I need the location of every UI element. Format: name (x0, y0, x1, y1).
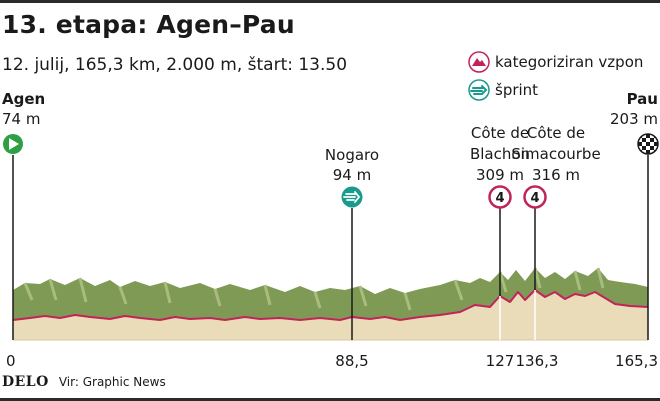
km-climb-1: 127 (485, 352, 515, 370)
page-title: 13. etapa: Agen–Pau (2, 10, 295, 39)
climb-2-category: 4 (530, 191, 539, 206)
sprint-elevation: 94 m (332, 166, 372, 184)
climb-2-elevation: 316 m (531, 166, 580, 184)
finish-name: Pau (626, 90, 658, 108)
start-name: Agen (2, 90, 46, 108)
climb-2-name-line2: Simacourbe (511, 145, 601, 163)
km-start: 0 (6, 352, 16, 370)
climb-1-category: 4 (495, 191, 504, 206)
climb-2-name-line1: Côte de (526, 124, 586, 142)
start-play-icon (3, 134, 23, 154)
terrain-highlights (23, 267, 605, 311)
sprint-name: Nogaro (324, 146, 380, 164)
legend-sprint-label: šprint (495, 81, 539, 99)
climb-2-category-icon (523, 185, 547, 209)
legend-climb: kategoriziran vzpon (468, 51, 643, 73)
brand-logo: DELO (2, 374, 49, 390)
start-elevation: 74 m (2, 110, 41, 128)
climb-1-name-line1: Côte de (470, 124, 530, 142)
finish-flag-icon (637, 133, 659, 155)
climb-legend-icon (468, 51, 490, 73)
top-rule (0, 0, 660, 3)
climb-1-category-icon (488, 185, 512, 209)
bottom-rule (0, 398, 660, 401)
elevation-fill (13, 290, 648, 340)
footer: DELO Vir: Graphic News (2, 374, 166, 390)
legend-climb-label: kategoriziran vzpon (495, 53, 644, 71)
stage-details: 12. julij, 165,3 km, 2.000 m, štart: 13.… (2, 55, 348, 75)
sprint-legend-icon (468, 79, 490, 101)
km-finish: 165,3 (615, 352, 658, 370)
climb-1-name-line2: Blachon (469, 145, 531, 163)
climb-1-elevation: 309 m (475, 166, 524, 184)
km-climb-2: 136,3 (515, 352, 559, 370)
sprint-marker-icon (341, 186, 363, 208)
km-sprint: 88,5 (335, 352, 369, 370)
profile-line (12, 289, 649, 321)
legend-sprint: šprint (468, 79, 538, 101)
finish-elevation: 203 m (609, 110, 658, 128)
source-credit: Vir: Graphic News (58, 375, 166, 389)
terrain-band (13, 268, 648, 320)
